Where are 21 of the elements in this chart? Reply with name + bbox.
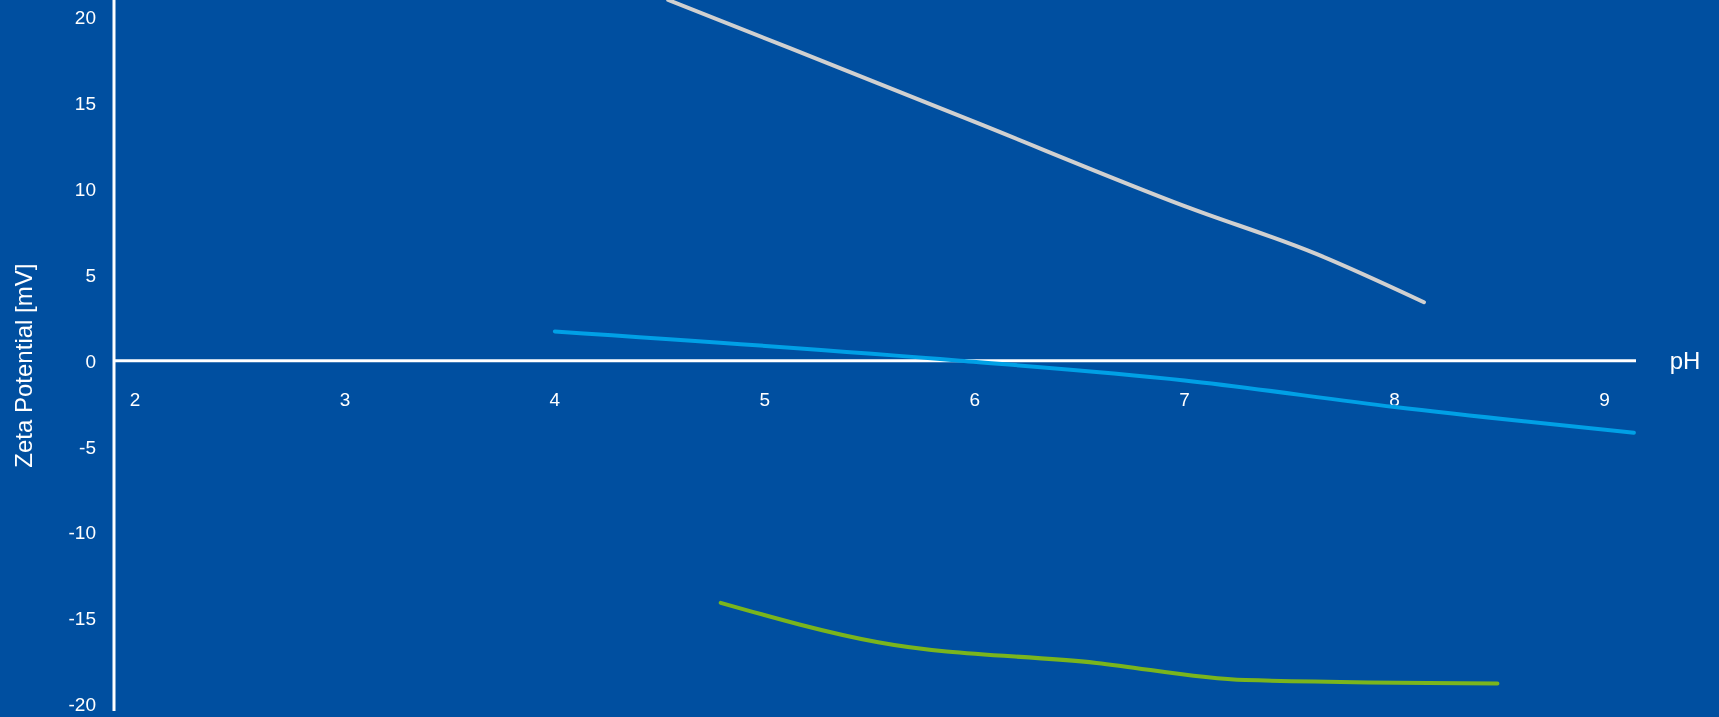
- y-tick-label: -15: [68, 608, 96, 630]
- y-tick-label: 10: [74, 178, 96, 200]
- x-tick-label: 5: [759, 388, 771, 410]
- x-axis-title: pH: [1669, 346, 1701, 374]
- x-tick-label: 3: [339, 388, 351, 410]
- x-tick-label: 9: [1599, 388, 1610, 410]
- y-tick-label: -10: [68, 522, 96, 544]
- y-tick-label: 5: [85, 264, 96, 286]
- y-tick-label: 15: [74, 93, 96, 115]
- line-series: [666, 0, 1426, 305]
- x-tick-label: 4: [549, 388, 561, 410]
- y-tick-label: 0: [85, 350, 96, 372]
- y-axis-title: Zeta Potential [mV]: [10, 263, 37, 468]
- line-series: [552, 329, 1636, 435]
- y-tick-label: -5: [79, 436, 96, 458]
- x-tick-label: 6: [969, 388, 981, 410]
- line-series: [718, 600, 1500, 686]
- x-tick-label: 2: [129, 388, 141, 410]
- y-tick-label: 20: [74, 7, 96, 29]
- x-tick-label: 7: [1179, 388, 1190, 410]
- y-tick-label: -20: [68, 694, 96, 716]
